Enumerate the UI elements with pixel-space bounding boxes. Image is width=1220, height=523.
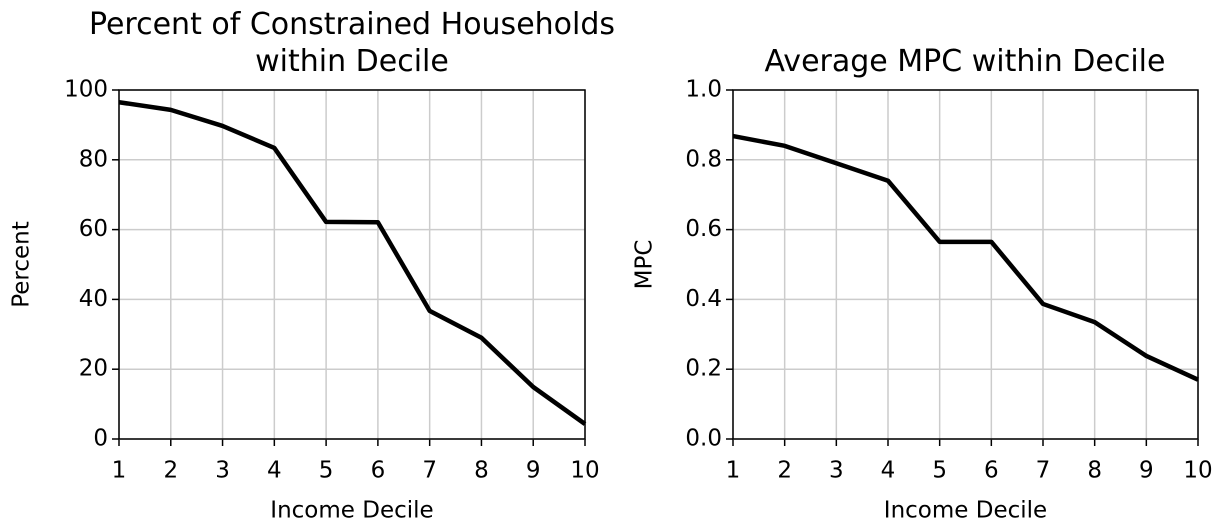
x-tick-label: 10	[1183, 458, 1212, 484]
line	[732, 133, 1199, 382]
x-tick-label: 2	[777, 458, 792, 484]
x-tick-label: 4	[881, 458, 896, 484]
y-tick-label: 80	[79, 146, 108, 172]
y-tick-label: 0	[93, 426, 108, 452]
x-axis-label: Income Decile	[270, 498, 433, 523]
x-tick-label: 3	[829, 458, 844, 484]
y-tick-label: 60	[79, 216, 108, 242]
x-tick-label: 5	[932, 458, 947, 484]
x-tick-label: 8	[1087, 458, 1102, 484]
x-tick-label: 9	[1139, 458, 1154, 484]
chart-title: Average MPC within Decile	[764, 44, 1166, 79]
x-tick-label: 7	[1036, 458, 1051, 484]
x-axis-label: Income Decile	[884, 498, 1047, 523]
x-tick-label: 8	[474, 458, 489, 484]
x-tick-label: 4	[267, 458, 282, 484]
chart-title: Percent of Constrained Households within…	[88, 7, 616, 79]
y-tick-label: 0.2	[685, 356, 722, 382]
y-axis-label: MPC	[632, 240, 658, 290]
y-tick-label: 40	[79, 286, 108, 312]
x-tick-label: 6	[371, 458, 386, 484]
x-tick-label: 5	[319, 458, 334, 484]
plot-frame	[118, 89, 586, 440]
x-tick-label: 9	[526, 458, 541, 484]
x-tick-label: 1	[112, 458, 127, 484]
y-tick-label: 0.4	[685, 286, 722, 312]
x-tick-label: 1	[726, 458, 741, 484]
x-tick-label: 6	[984, 458, 999, 484]
y-tick-label: 100	[64, 77, 108, 103]
plot-frame	[732, 89, 1199, 440]
y-tick-label: 0.6	[685, 216, 722, 242]
x-tick-label: 2	[163, 458, 178, 484]
y-tick-label: 1.0	[685, 77, 722, 103]
y-tick-label: 0.8	[685, 146, 722, 172]
x-tick-label: 10	[570, 458, 599, 484]
line	[118, 99, 587, 426]
y-tick-label: 20	[79, 356, 108, 382]
x-tick-label: 3	[215, 458, 230, 484]
y-tick-label: 0.0	[685, 426, 722, 452]
x-tick-label: 7	[422, 458, 437, 484]
y-axis-label: Percent	[9, 221, 35, 308]
